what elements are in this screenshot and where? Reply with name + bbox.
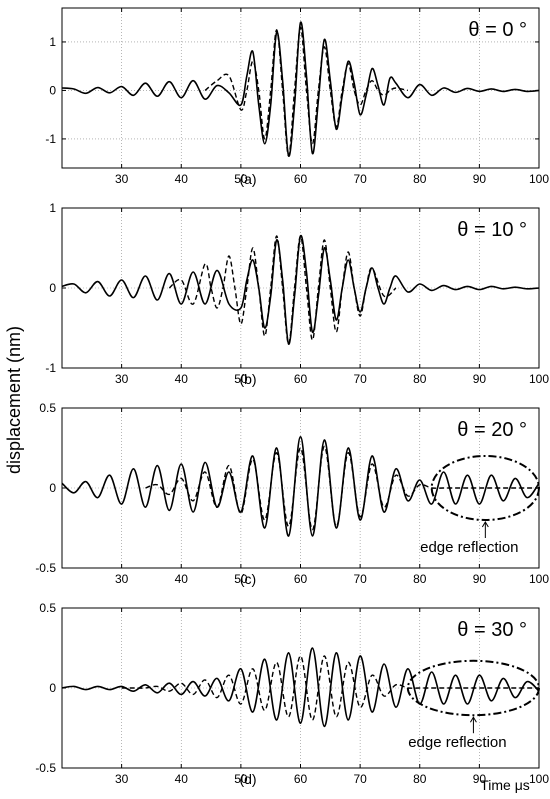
x-tick-label: 50 — [234, 772, 248, 786]
y-tick-label: -1 — [45, 132, 56, 146]
series-line-solid — [61, 234, 540, 345]
annotation-text: edge reflection — [420, 539, 518, 556]
x-tick-label: 80 — [413, 172, 427, 186]
theta-label: θ = 20 ° — [457, 419, 527, 441]
x-tick-label: 30 — [115, 372, 129, 386]
y-tick-label: 0 — [49, 281, 56, 295]
panel-d: 30 40 50 60 70 80 90 100 0.5 0 -0.5 θ = 30 ° (d) edge… — [35, 601, 549, 787]
x-tick-label: 90 — [473, 772, 487, 786]
x-tick-label: 70 — [353, 172, 367, 186]
panel-label: (c) — [240, 571, 256, 587]
panel-b: 30 40 50 60 70 80 90 100 1 0 -1 θ = 10 ° (b) — [45, 201, 549, 387]
x-tick-label: 70 — [353, 572, 367, 586]
edge-reflection-ellipse — [406, 659, 541, 717]
series-line-solid — [61, 21, 540, 157]
edge-reflection-ellipse — [430, 455, 540, 521]
x-tick-label: 80 — [413, 372, 427, 386]
x-tick-label: 90 — [473, 172, 487, 186]
panel-a: 30 40 50 60 70 80 90 100 1 0 -1 θ = 0 ° (a) — [45, 7, 549, 187]
x-tick-label: 60 — [294, 172, 308, 186]
series-line-dashed — [204, 26, 408, 157]
y-tick-label: 1 — [49, 35, 56, 49]
x-tick-label: 40 — [175, 372, 189, 386]
x-tick-label: 90 — [473, 372, 487, 386]
x-tick-label: 70 — [353, 772, 367, 786]
x-tick-label: 60 — [294, 772, 308, 786]
x-tick-label: 60 — [294, 572, 308, 586]
theta-label: θ = 0 ° — [468, 19, 527, 41]
theta-label: θ = 10 ° — [457, 219, 527, 241]
y-tick-label: 1 — [49, 201, 56, 215]
annotation-arrowhead — [469, 716, 477, 723]
x-tick-label: 80 — [413, 572, 427, 586]
y-tick-label: 0 — [49, 83, 56, 97]
x-tick-label: 90 — [473, 572, 487, 586]
panel-label: (d) — [239, 771, 256, 787]
series-line-dashed — [168, 235, 397, 345]
panel-label: (b) — [239, 371, 256, 387]
x-tick-label: 100 — [529, 172, 549, 186]
x-tick-label: 80 — [413, 772, 427, 786]
panel-c: 30 40 50 60 70 80 90 100 0.5 0 -0.5 θ = 20 ° (c) edge… — [35, 401, 549, 587]
series-line-dashed — [145, 445, 539, 531]
y-tick-label: 0 — [49, 681, 56, 695]
x-axis-label: Time μs — [480, 777, 530, 793]
series-line-solid — [61, 647, 540, 728]
y-tick-label: 0.5 — [39, 401, 56, 415]
y-tick-label: 0 — [49, 481, 56, 495]
x-tick-label: 60 — [294, 372, 308, 386]
annotation-arrowhead — [481, 521, 489, 528]
x-tick-label: 100 — [529, 372, 549, 386]
x-tick-label: 50 — [234, 572, 248, 586]
y-tick-label: -1 — [45, 361, 56, 375]
annotation-text: edge reflection — [408, 734, 506, 751]
x-tick-label: 100 — [529, 772, 549, 786]
x-tick-label: 30 — [115, 772, 129, 786]
y-tick-label: -0.5 — [35, 561, 56, 575]
x-tick-label: 40 — [175, 172, 189, 186]
x-tick-label: 30 — [115, 572, 129, 586]
series-line-solid — [61, 435, 540, 537]
x-tick-label: 50 — [234, 172, 248, 186]
x-tick-label: 50 — [234, 372, 248, 386]
x-tick-label: 40 — [175, 572, 189, 586]
x-tick-label: 30 — [115, 172, 129, 186]
panel-label: (a) — [239, 171, 256, 187]
y-tick-label: 0.5 — [39, 601, 56, 615]
y-axis-label: displacement (nm) — [4, 326, 24, 474]
y-tick-label: -0.5 — [35, 761, 56, 775]
theta-label: θ = 30 ° — [457, 619, 527, 641]
x-tick-label: 40 — [175, 772, 189, 786]
x-tick-label: 100 — [529, 572, 549, 586]
series-line-dashed — [121, 655, 539, 721]
x-tick-label: 70 — [353, 372, 367, 386]
